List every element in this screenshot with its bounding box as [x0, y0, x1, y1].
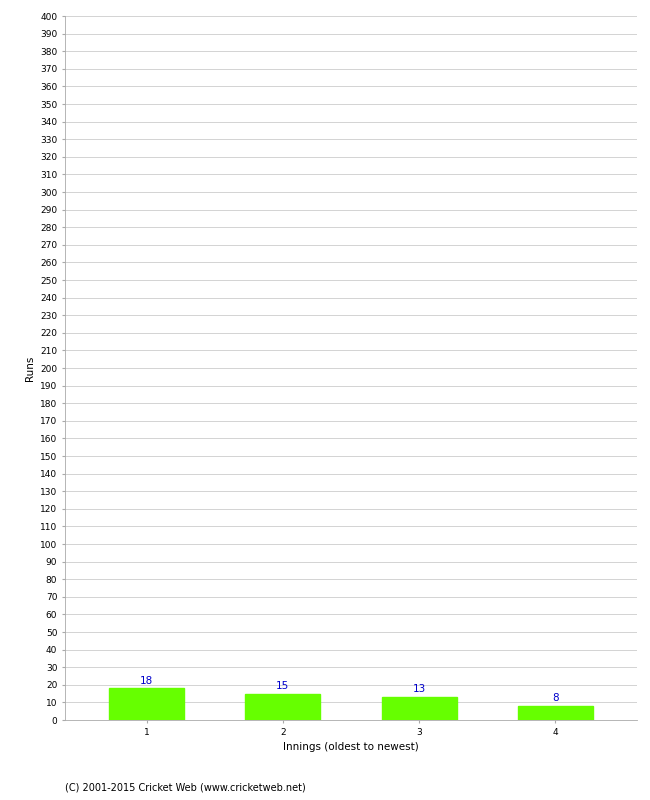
Y-axis label: Runs: Runs: [25, 355, 34, 381]
Bar: [109, 688, 184, 720]
Text: (C) 2001-2015 Cricket Web (www.cricketweb.net): (C) 2001-2015 Cricket Web (www.cricketwe…: [65, 782, 306, 792]
Text: 18: 18: [140, 676, 153, 686]
Text: 15: 15: [276, 681, 289, 691]
Text: 8: 8: [552, 694, 558, 703]
Bar: [246, 694, 320, 720]
X-axis label: Innings (oldest to newest): Innings (oldest to newest): [283, 742, 419, 752]
Text: 13: 13: [413, 685, 426, 694]
Bar: [518, 706, 593, 720]
Bar: [382, 697, 456, 720]
